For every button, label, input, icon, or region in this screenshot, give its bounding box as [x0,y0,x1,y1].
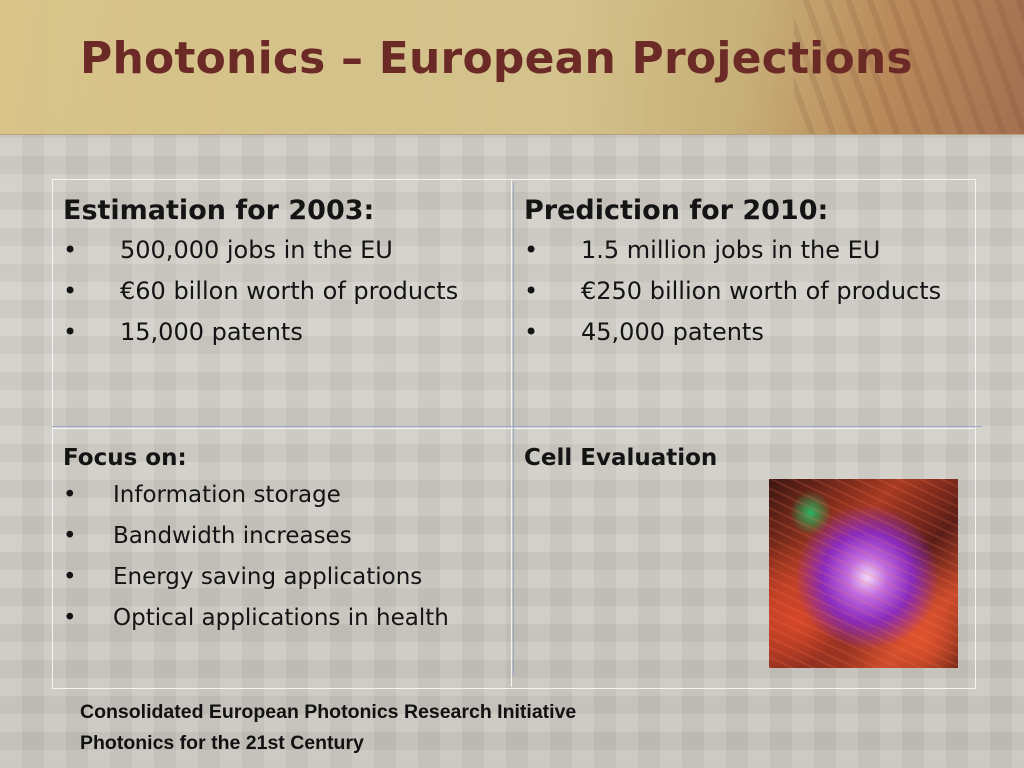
list-item: • Energy saving applications [63,557,503,598]
list-item: • Information storage [63,475,503,516]
estimation-heading: Estimation for 2003: [63,195,375,226]
prediction-heading: Prediction for 2010: [524,195,829,226]
list-item: • 500,000 jobs in the EU [63,230,503,271]
estimation-cell: Estimation for 2003: • 500,000 jobs in th… [63,192,503,353]
bullet-icon: • [63,482,77,508]
prediction-cell: Prediction for 2010: • 1.5 million jobs i… [524,192,964,353]
guide-line-vertical [513,182,514,676]
bullet-icon: • [63,236,78,264]
cell-evaluation-cell: Cell Evaluation [524,442,964,475]
list-item: • Optical applications in health [63,598,503,639]
list-item: • 45,000 patents [524,312,964,353]
footer-line-1: Consolidated European Photonics Research… [80,701,577,723]
content-table [52,179,976,689]
focus-heading: Focus on: [63,445,187,471]
bullet-icon: • [63,605,77,631]
bullet-icon: • [63,564,77,590]
list-item: • €250 billion worth of products [524,271,964,312]
cell-evaluation-heading: Cell Evaluation [524,445,718,471]
title-band [0,0,1024,135]
bullet-icon: • [524,236,539,264]
bullet-icon: • [524,277,539,305]
bullet-icon: • [63,318,78,346]
list-item: • €60 billon worth of products [63,271,503,312]
list-item: • Bandwidth increases [63,516,503,557]
list-item: • 1.5 million jobs in the EU [524,230,964,271]
prediction-list: • 1.5 million jobs in the EU • €250 billio… [524,230,964,353]
table-vertical-divider [511,179,512,687]
focus-list: • Information storage • Bandwidth increase… [63,475,503,639]
list-item: • 15,000 patents [63,312,503,353]
bullet-icon: • [63,277,78,305]
bullet-icon: • [63,523,77,549]
slide-title: Photonics – European Projections [80,33,913,84]
bullet-icon: • [524,318,539,346]
footer-citation: Consolidated European Photonics Research… [80,697,576,759]
focus-cell: Focus on: • Information storage • Bandwidt… [63,442,503,639]
guide-line-horizontal [52,426,982,427]
estimation-list: • 500,000 jobs in the EU • €60 billon wort… [63,230,503,353]
cell-microscopy-image [769,479,958,668]
footer-line-2: Photonics for the 21st Century [80,732,364,754]
